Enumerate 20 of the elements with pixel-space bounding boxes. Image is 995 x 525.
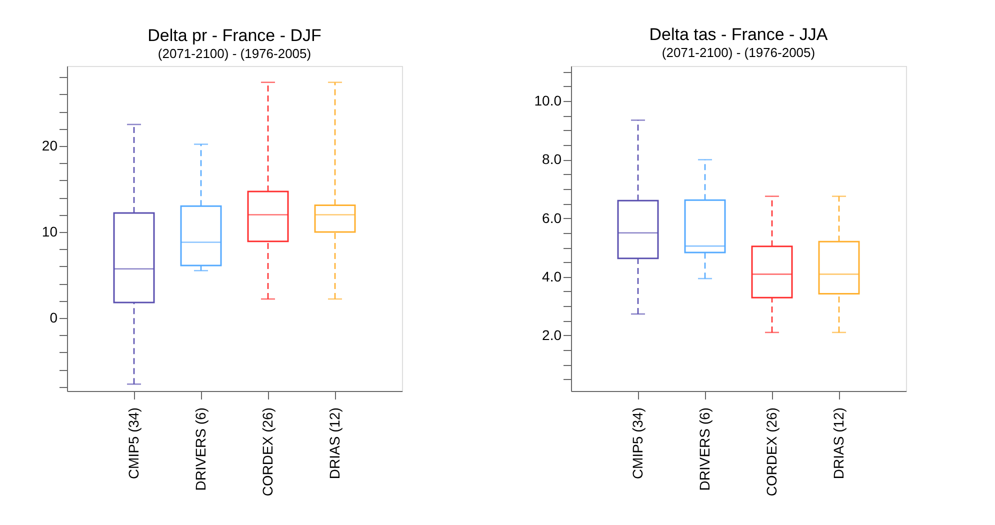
- y-tick-label: 2.0: [542, 326, 562, 343]
- x-tick-label: CORDEX (26): [260, 408, 276, 496]
- y-tick-label: 20: [42, 137, 58, 154]
- y-tick-label: 6.0: [542, 210, 562, 226]
- x-tick-label: CORDEX (26): [764, 408, 780, 496]
- y-tick-label: 10: [42, 223, 58, 240]
- x-tick-label: CMIP5 (34): [126, 408, 142, 480]
- x-tick-label: DRIAS (12): [326, 408, 342, 480]
- x-tick-label: DRIVERS (6): [696, 408, 712, 491]
- chart-title: Delta tas - France - JJA: [649, 24, 828, 44]
- x-tick-label: DRIVERS (6): [192, 408, 208, 491]
- chart-subtitle: (2071-2100) - (1976-2005): [662, 44, 816, 60]
- x-tick-label: DRIAS (12): [830, 408, 846, 480]
- y-tick-label: 8.0: [542, 151, 562, 168]
- chart-title: Delta pr - France - DJF: [148, 26, 322, 45]
- y-tick-label: 4.0: [542, 268, 562, 284]
- chart-subtitle: (2071-2100) - (1976-2005): [158, 46, 312, 61]
- y-tick-label: 10.0: [534, 92, 562, 109]
- y-tick-label: 0: [50, 309, 58, 326]
- x-tick-label: CMIP5 (34): [630, 408, 646, 480]
